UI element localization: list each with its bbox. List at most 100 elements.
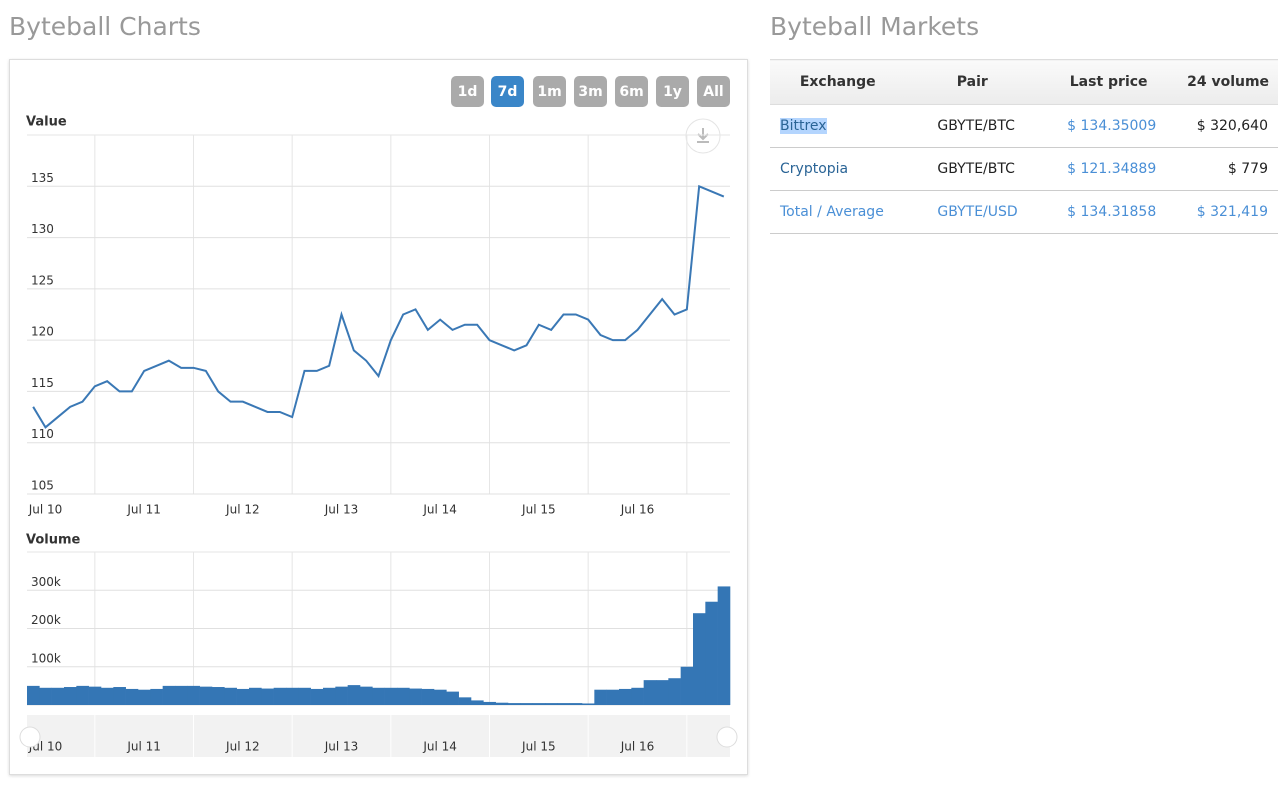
- column-header: Last price: [1039, 59, 1179, 105]
- range-button[interactable]: [615, 76, 648, 107]
- volume-bar: [495, 702, 509, 705]
- x-tick-label: Jul 13: [324, 503, 359, 517]
- x-tick-label: Jul 12: [225, 740, 260, 754]
- market-cell: $ 321,419: [1178, 190, 1278, 234]
- volume-bar: [273, 687, 287, 705]
- volume-bar: [397, 687, 410, 705]
- volume-bar: [508, 703, 521, 705]
- cell-text: $ 134.35009: [1067, 118, 1157, 134]
- axis-title: Volume: [26, 533, 81, 548]
- volume-bar: [261, 688, 274, 705]
- axis-title: Value: [26, 115, 67, 130]
- column-header: Pair: [905, 59, 1040, 105]
- volume-bar: [606, 689, 620, 705]
- download-icon: [697, 128, 709, 143]
- volume-bar: [199, 686, 213, 705]
- navigator-handle[interactable]: [716, 726, 738, 748]
- exchange-link[interactable]: Bittrex: [780, 118, 827, 134]
- volume-bar: [409, 688, 422, 705]
- x-tick-label: Jul 10: [28, 503, 63, 517]
- range-button[interactable]: [491, 76, 524, 107]
- volume-bar: [520, 703, 533, 705]
- market-cell: $ 134.31858: [1039, 190, 1179, 234]
- range-button[interactable]: [574, 76, 607, 107]
- x-tick-label: Jul 15: [521, 503, 556, 517]
- exchange-link[interactable]: Cryptopia: [780, 161, 849, 177]
- x-tick-label: Jul 14: [422, 503, 457, 517]
- y-tick-label: 200k: [31, 613, 61, 627]
- volume-bar: [693, 613, 706, 705]
- volume-bar: [212, 687, 225, 705]
- volume-bar: [286, 687, 299, 705]
- x-tick-label: Jul 12: [225, 503, 260, 517]
- volume-bar: [113, 687, 126, 705]
- range-button-label: 1d: [458, 84, 478, 100]
- range-button-label: 3m: [578, 84, 602, 100]
- volume-bar: [150, 688, 163, 705]
- volume-bar: [76, 685, 89, 705]
- volume-bar: [162, 685, 176, 705]
- volume-bar: [335, 686, 348, 705]
- x-tick-label: Jul 14: [422, 740, 457, 754]
- market-cell: GBYTE/USD: [905, 190, 1040, 234]
- y-tick-label: 130: [31, 222, 54, 236]
- volume-bar: [175, 685, 188, 705]
- range-button-label: All: [703, 84, 723, 100]
- range-button[interactable]: [451, 76, 484, 107]
- column-header: 24 volume: [1178, 59, 1278, 105]
- volume-bar: [372, 687, 385, 705]
- y-tick-label: 300k: [31, 575, 61, 589]
- navigator-handle[interactable]: [19, 726, 41, 748]
- range-button[interactable]: [697, 76, 730, 107]
- volume-bar: [138, 689, 151, 705]
- y-tick-label: 105: [31, 479, 54, 493]
- column-header: Exchange: [770, 59, 906, 105]
- volume-bar: [51, 687, 65, 705]
- volume-bar: [39, 687, 52, 705]
- x-tick-label: Jul 13: [324, 740, 359, 754]
- exchange-link[interactable]: Total / Average: [780, 204, 884, 220]
- range-button-label: 7d: [498, 84, 518, 100]
- volume-bar: [236, 688, 250, 705]
- volume-bar: [347, 685, 361, 705]
- x-tick-label: Jul 15: [521, 740, 556, 754]
- range-button[interactable]: [656, 76, 689, 107]
- cell-text: $ 320,640: [1196, 118, 1268, 134]
- market-cell: Cryptopia: [770, 147, 906, 191]
- market-cell: GBYTE/BTC: [905, 104, 1040, 148]
- cell-text: GBYTE/USD: [937, 204, 1018, 220]
- volume-bar: [619, 688, 632, 705]
- market-cell: GBYTE/BTC: [905, 147, 1040, 191]
- volume-bar: [434, 689, 447, 705]
- y-tick-label: 125: [31, 273, 54, 287]
- range-button-label: 1y: [663, 84, 682, 100]
- volume-bar: [360, 686, 373, 705]
- volume-bar: [532, 703, 546, 705]
- range-button[interactable]: [533, 76, 566, 107]
- volume-bar: [27, 685, 40, 705]
- volume-bar: [545, 703, 558, 705]
- market-cell: $ 121.34889: [1039, 147, 1179, 191]
- market-cell: $ 779: [1178, 147, 1278, 191]
- volume-bar: [569, 703, 583, 705]
- market-cell: $ 134.35009: [1039, 104, 1179, 148]
- volume-bar: [249, 687, 262, 705]
- x-tick-label: Jul 11: [126, 740, 161, 754]
- y-tick-label: 115: [31, 376, 54, 390]
- volume-bar: [717, 586, 731, 705]
- cell-text: $ 779: [1227, 161, 1268, 177]
- volume-bar: [631, 687, 644, 705]
- volume-bar: [668, 678, 681, 705]
- price-line: [32, 184, 725, 429]
- volume-bar: [680, 666, 694, 705]
- market-row: Bittrex GBYTE/BTC $ 134.35009 $ 320,640: [770, 104, 1278, 148]
- volume-bar: [310, 688, 324, 705]
- y-tick-label: 135: [31, 171, 54, 185]
- market-row: Total / Average GBYTE/USD $ 134.31858 $ 321…: [770, 190, 1278, 234]
- y-tick-label: 110: [31, 427, 54, 441]
- volume-bar: [384, 687, 398, 705]
- range-button-label: 1m: [537, 84, 561, 100]
- charts-title: Byteball Charts: [9, 12, 201, 41]
- volume-bar: [471, 700, 484, 705]
